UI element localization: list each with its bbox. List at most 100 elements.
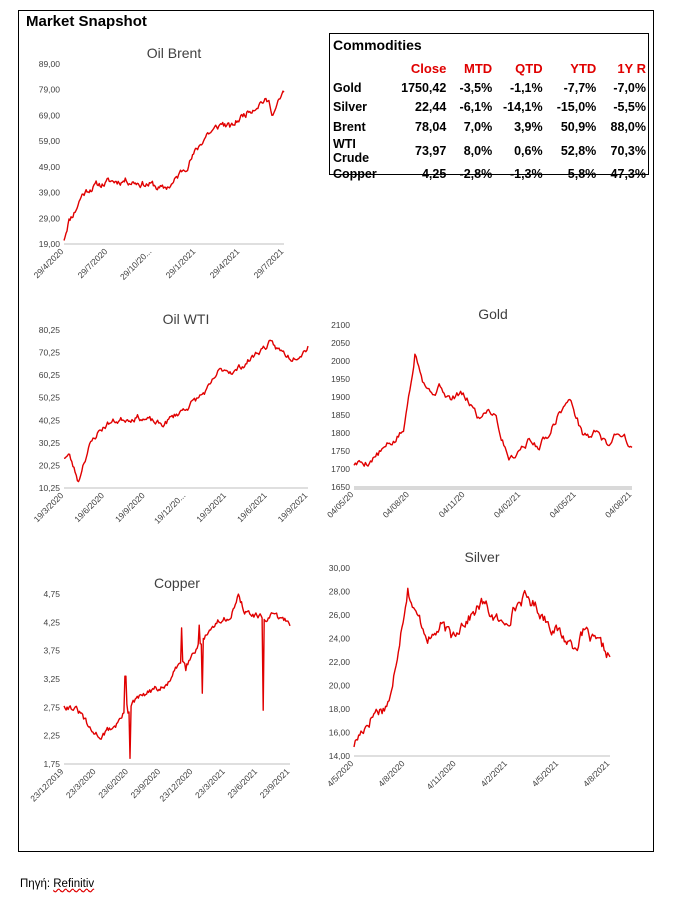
cell-close: 4,25 [421, 167, 447, 182]
chart-title: Oil WTI [163, 311, 210, 327]
silver-series-line [353, 587, 611, 748]
wti-svg: Oil WTI 10,25 20,25 30,25 40,25 50,25 60,25 70,… [32, 311, 310, 526]
y-tick-label: 1700 [331, 464, 350, 474]
table-header-row: Close MTD QTD YTD 1Y R [331, 58, 648, 78]
x-tick-label: 4/2/2021 [479, 758, 510, 789]
header-1yr: 1Y R [617, 60, 646, 76]
table-row: Silver 22,44 -6,1% -14,1% -15,0% -5,5% [331, 98, 648, 118]
x-tick-label: 29/4/2020 [32, 246, 66, 280]
y-tick-label: 3,25 [43, 674, 60, 684]
copper-series-line [63, 593, 291, 759]
y-tick-label: 14,00 [329, 751, 351, 761]
brent-series-line [63, 90, 285, 241]
y-tick-label: 1800 [331, 428, 350, 438]
y-tick-label: 4,75 [43, 589, 60, 599]
x-tick-label: 04/11/20 [437, 489, 467, 519]
x-tick-label: 04/08/20 [381, 489, 412, 520]
y-tick-label: 40,25 [39, 415, 61, 425]
y-tick-label: 29,00 [39, 213, 61, 223]
cell-mtd: -6,1% [459, 100, 493, 115]
page-title: Market Snapshot [26, 13, 147, 30]
table-title: Commodities [333, 37, 422, 53]
y-tick-label: 1750 [331, 446, 350, 456]
y-tick-label: 69,00 [39, 110, 61, 120]
wti-series-line [63, 339, 309, 483]
cell-1yr: -5,5% [613, 100, 646, 115]
cell-close: 78,04 [415, 119, 447, 134]
chart-copper: Copper 1,75 2,25 2,75 3,25 3,75 4,25 4,75 23/12/… [26, 564, 291, 827]
cell-qtd: -14,1% [503, 100, 543, 115]
x-tick-label: 04/05/20 [325, 489, 356, 520]
table-row: Copper 4,25 -2,8% -1,3% 5,8% 47,3% [331, 165, 648, 185]
cell-qtd: -1,1% [509, 80, 543, 95]
cell-close: 22,44 [415, 100, 447, 115]
cell-qtd: -1,3% [509, 167, 543, 182]
x-tick-label: 4/8/2020 [376, 758, 407, 789]
cell-1yr: 47,3% [610, 167, 646, 182]
x-tick-label: 23/3/2020 [64, 766, 98, 800]
x-tick-label: 29/1/2021 [164, 246, 198, 280]
copper-svg: Copper 1,75 2,25 2,75 3,25 3,75 4,25 4,75 23/12/… [28, 575, 291, 803]
x-tick-label: 19/3/2020 [32, 490, 66, 524]
cell-mtd: -2,8% [459, 167, 493, 182]
gold-svg: Gold 1650 1700 1750 1800 1850 1900 1950 2000 2050… [325, 306, 634, 520]
x-tick-label: 23/3/2021 [193, 766, 227, 800]
y-tick-label: 22,00 [329, 657, 351, 667]
cell-ytd: 5,8% [567, 167, 597, 182]
y-tick-label: 2,25 [43, 731, 60, 741]
y-tick-label: 10,25 [39, 483, 61, 493]
y-tick-label: 2050 [331, 338, 350, 348]
brent-svg: Oil Brent 19,00 29,00 39,00 49,00 59,00 69,00 7… [32, 45, 286, 282]
cell-1yr: 70,3% [610, 143, 646, 158]
x-tick-label: 23/12/2020 [157, 766, 194, 803]
chart-wti: Oil WTI 10,25 20,25 30,25 40,25 50,25 60,25 70,… [26, 311, 310, 548]
chart-title: Silver [464, 549, 499, 565]
x-tick-label: 04/05/21 [547, 489, 578, 520]
chart-title: Oil Brent [147, 45, 202, 61]
y-tick-label: 20,25 [39, 460, 61, 470]
y-tick-label: 20,00 [329, 681, 351, 691]
cell-close: 1750,42 [401, 80, 447, 95]
x-tick-label: 29/7/2020 [76, 246, 110, 280]
cell-name: Brent [333, 119, 366, 134]
y-tick-label: 1850 [331, 410, 350, 420]
x-tick-label: 23/12/2019 [28, 766, 65, 803]
chart-title: Copper [154, 575, 200, 591]
header-qtd: QTD [515, 60, 543, 76]
cell-name: Silver [333, 100, 368, 115]
y-tick-label: 80,25 [39, 325, 61, 335]
y-tick-label: 79,00 [39, 85, 61, 95]
y-tick-label: 70,25 [39, 348, 61, 358]
x-tick-label: 23/9/2021 [258, 766, 292, 800]
y-tick-label: 24,00 [329, 634, 351, 644]
y-tick-label: 2100 [331, 320, 350, 330]
y-tick-label: 1650 [331, 482, 350, 492]
x-tick-label: 23/6/2021 [225, 766, 259, 800]
silver-svg: Silver 14,00 16,00 18,00 20,00 22,00 24,00 26,0… [325, 549, 612, 792]
cell-mtd: 7,0% [463, 119, 493, 134]
x-tick-label: 19/12/20... [152, 490, 187, 525]
cell-name: WTI Crude [333, 136, 370, 165]
table-row: Brent 78,04 7,0% 3,9% 50,9% 88,0% [331, 117, 648, 137]
y-tick-label: 60,25 [39, 370, 61, 380]
y-tick-label: 50,25 [39, 393, 61, 403]
y-tick-label: 49,00 [39, 162, 61, 172]
snapshot-frame [18, 10, 654, 852]
cell-ytd: 50,9% [560, 119, 597, 134]
chart-silver: Silver 14,00 16,00 18,00 20,00 22,00 24,00 26,0… [320, 549, 640, 820]
source-note: Πηγή: Refinitiv [20, 878, 94, 890]
cell-1yr: 88,0% [610, 119, 646, 134]
cell-close: 73,97 [415, 143, 447, 158]
x-tick-label: 19/6/2020 [72, 490, 106, 524]
cell-mtd: 8,0% [463, 143, 493, 158]
commodities-grid: Close MTD QTD YTD 1Y R Gold 1750,42 -3,5… [331, 58, 648, 184]
y-tick-label: 18,00 [329, 704, 351, 714]
header-ytd: YTD [570, 60, 597, 76]
commodities-table: Commodities Close MTD QTD YTD 1Y R Gold … [329, 33, 649, 181]
y-tick-label: 1,75 [43, 759, 60, 769]
header-close: Close [410, 60, 447, 76]
gold-series-line [353, 353, 633, 467]
cell-ytd: -15,0% [556, 100, 597, 115]
x-tick-label: 29/10/20... [118, 246, 153, 281]
source-link[interactable]: Refinitiv [53, 878, 95, 890]
